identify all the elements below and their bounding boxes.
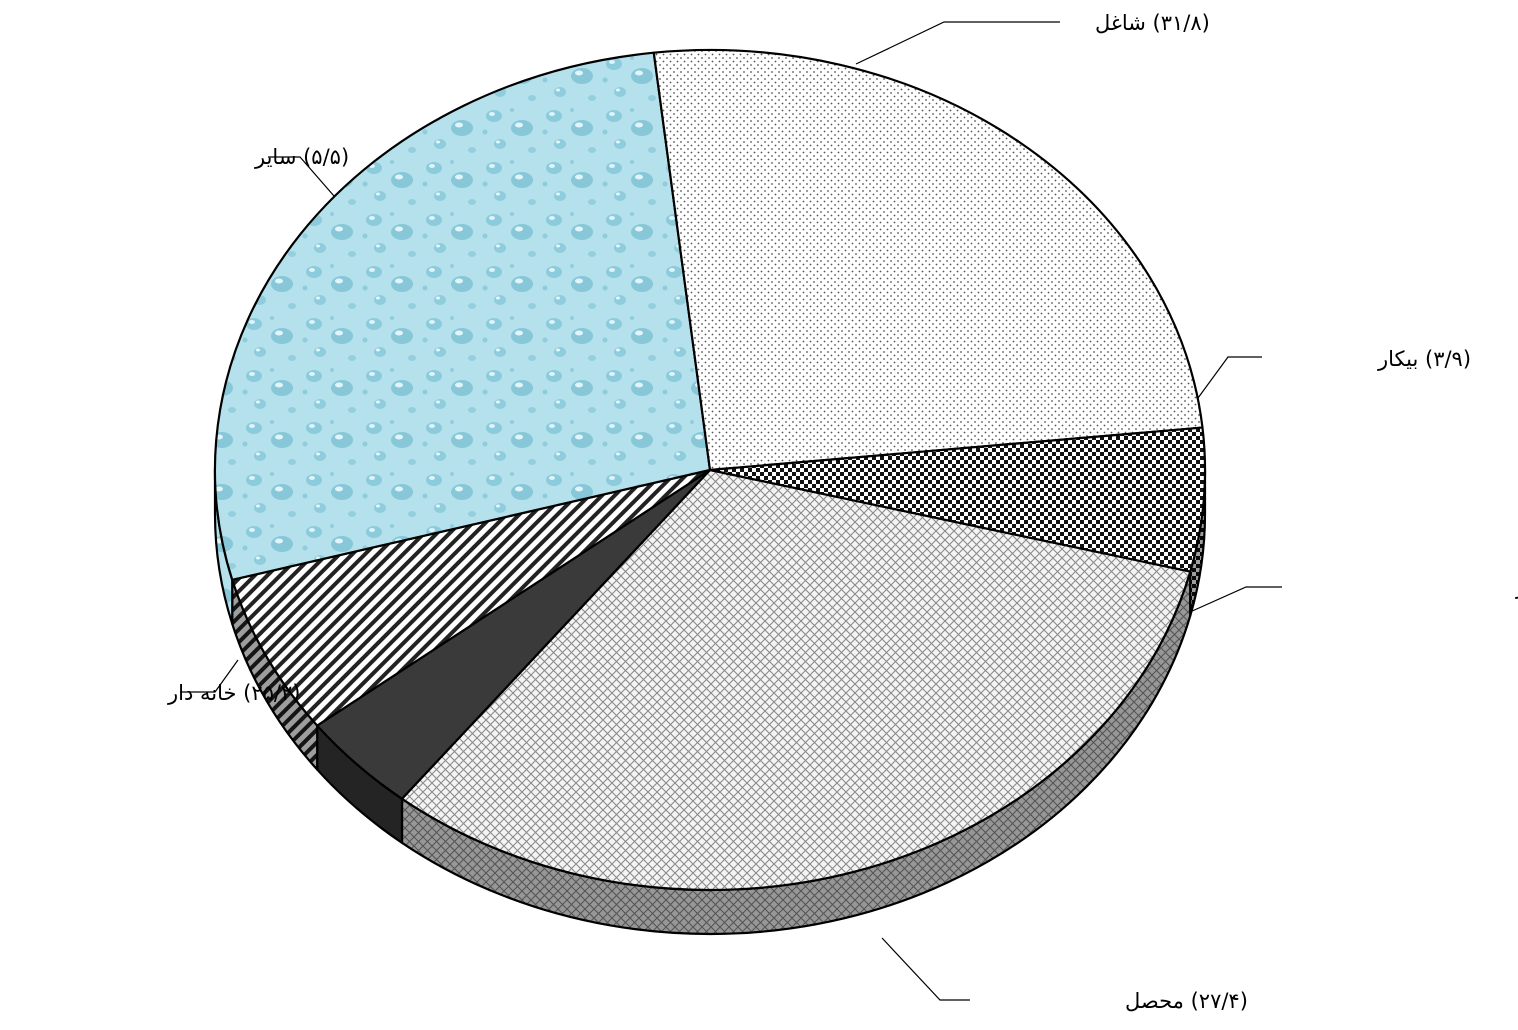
data-label-5: (۵/۵) سایر bbox=[254, 145, 349, 169]
pie-labels: (۳۱/۸) شاغل (۳/۹) بیکار (۶/۲) با درآمد بدو… bbox=[167, 11, 1518, 1013]
leader-line-5 bbox=[268, 156, 335, 197]
data-label-0: (۳۱/۸) شاغل bbox=[1095, 11, 1210, 35]
data-label-3: (۲۷/۴) محصل bbox=[1125, 989, 1248, 1013]
pie-slice-3 bbox=[213, 51, 712, 581]
data-label-2: (۶/۲) با درآمد بدون کار bbox=[1515, 574, 1518, 599]
pie-slice-0 bbox=[400, 468, 1192, 892]
pie-slice-4 bbox=[652, 48, 1204, 472]
leader-line-0 bbox=[855, 21, 1060, 65]
leader-line-1 bbox=[1197, 356, 1262, 399]
leader-line-4 bbox=[180, 659, 239, 693]
slice-side-shade-1 bbox=[317, 725, 402, 843]
pie-slice-5 bbox=[708, 426, 1207, 573]
pie-slice-2 bbox=[231, 468, 712, 727]
data-label-1: (۳/۹) بیکار bbox=[1377, 347, 1471, 371]
pie-side-walls bbox=[213, 468, 1207, 936]
pie-top-surface bbox=[213, 48, 1207, 892]
leader-line-2 bbox=[1189, 586, 1282, 613]
data-label-4: (۲۵/۲) خانه دار bbox=[167, 681, 300, 705]
slice-side-shade-2 bbox=[232, 579, 318, 770]
leader-line-3 bbox=[881, 937, 970, 1001]
slice-side-shade-0 bbox=[401, 571, 1191, 934]
